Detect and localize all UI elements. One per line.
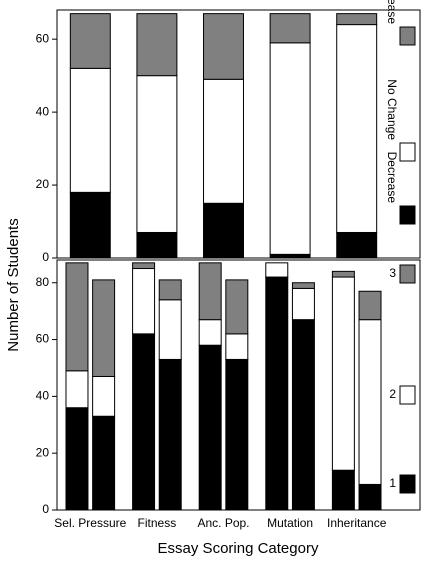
bar-segment — [265, 276, 289, 511]
bar-segment — [65, 262, 89, 372]
legend-label: Decrease — [385, 152, 399, 204]
y-tick-label: 0 — [42, 502, 49, 516]
bar-segment — [265, 262, 289, 278]
bar-segment — [291, 282, 315, 289]
bar-segment — [358, 483, 382, 511]
bar-segment — [225, 358, 249, 511]
bar-segment — [269, 13, 311, 44]
legend-label: 3 — [389, 266, 396, 280]
bar-segment — [225, 333, 249, 360]
bar-segment — [158, 358, 182, 511]
bar-segment — [158, 299, 182, 360]
bar-segment — [136, 13, 178, 77]
legend-label: 1 — [389, 476, 396, 490]
bar-segment — [331, 276, 355, 471]
legend-swatch — [399, 264, 416, 284]
legend-label: 2 — [389, 387, 396, 401]
x-axis-label: Essay Scoring Category — [158, 540, 319, 557]
bar-segment — [132, 262, 156, 270]
legend-swatch — [399, 385, 416, 405]
x-tick-label: Sel. Pressure — [54, 516, 126, 530]
bar-segment — [69, 191, 111, 259]
legend-swatch — [399, 26, 416, 46]
x-tick-label: Inheritance — [327, 516, 387, 530]
legend-label: Increase — [385, 0, 399, 24]
bar-segment — [198, 262, 222, 321]
bar-segment — [198, 344, 222, 511]
bar-segment — [92, 279, 116, 377]
y-tick-label: 40 — [36, 389, 50, 403]
bar-segment — [291, 287, 315, 321]
bar-segment — [203, 202, 244, 259]
bar-segment — [336, 13, 378, 26]
x-tick-label: Mutation — [267, 516, 313, 530]
y-tick-label: 20 — [36, 177, 50, 191]
bar-segment — [336, 231, 378, 259]
bar-segment — [136, 231, 178, 259]
bar-segment — [65, 370, 89, 409]
bar-segment — [69, 13, 111, 69]
bar-segment — [65, 407, 89, 511]
bar-segment — [136, 75, 178, 233]
bar-segment — [203, 78, 244, 204]
y-tick-label: 40 — [36, 104, 50, 118]
legend-label: No Change — [385, 79, 399, 140]
y-tick-label: 80 — [36, 275, 50, 289]
y-axis-label: Number of Students — [5, 218, 22, 351]
bar-segment — [198, 319, 222, 346]
bar-segment — [132, 268, 156, 335]
bar-segment — [158, 279, 182, 301]
legend-swatch — [399, 205, 416, 225]
bar-segment — [358, 319, 382, 485]
bar-segment — [92, 415, 116, 511]
bar-segment — [69, 67, 111, 193]
bar-segment — [331, 270, 355, 278]
bar-segment — [331, 469, 355, 511]
bar-segment — [358, 290, 382, 321]
y-tick-label: 60 — [36, 31, 50, 45]
bar-segment — [92, 375, 116, 417]
legend-swatch — [399, 142, 416, 162]
bar-segment — [225, 279, 249, 335]
bar-segment — [291, 319, 315, 511]
y-tick-label: 0 — [42, 250, 49, 264]
x-tick-label: Anc. Pop. — [197, 516, 249, 530]
y-tick-label: 60 — [36, 332, 50, 346]
bar-segment — [269, 253, 311, 259]
x-tick-label: Fitness — [138, 516, 177, 530]
legend-swatch — [399, 474, 416, 494]
bar-segment — [132, 333, 156, 511]
bar-segment — [336, 24, 378, 233]
bar-segment — [269, 42, 311, 255]
bar-segment — [203, 13, 244, 80]
y-tick-label: 20 — [36, 445, 50, 459]
